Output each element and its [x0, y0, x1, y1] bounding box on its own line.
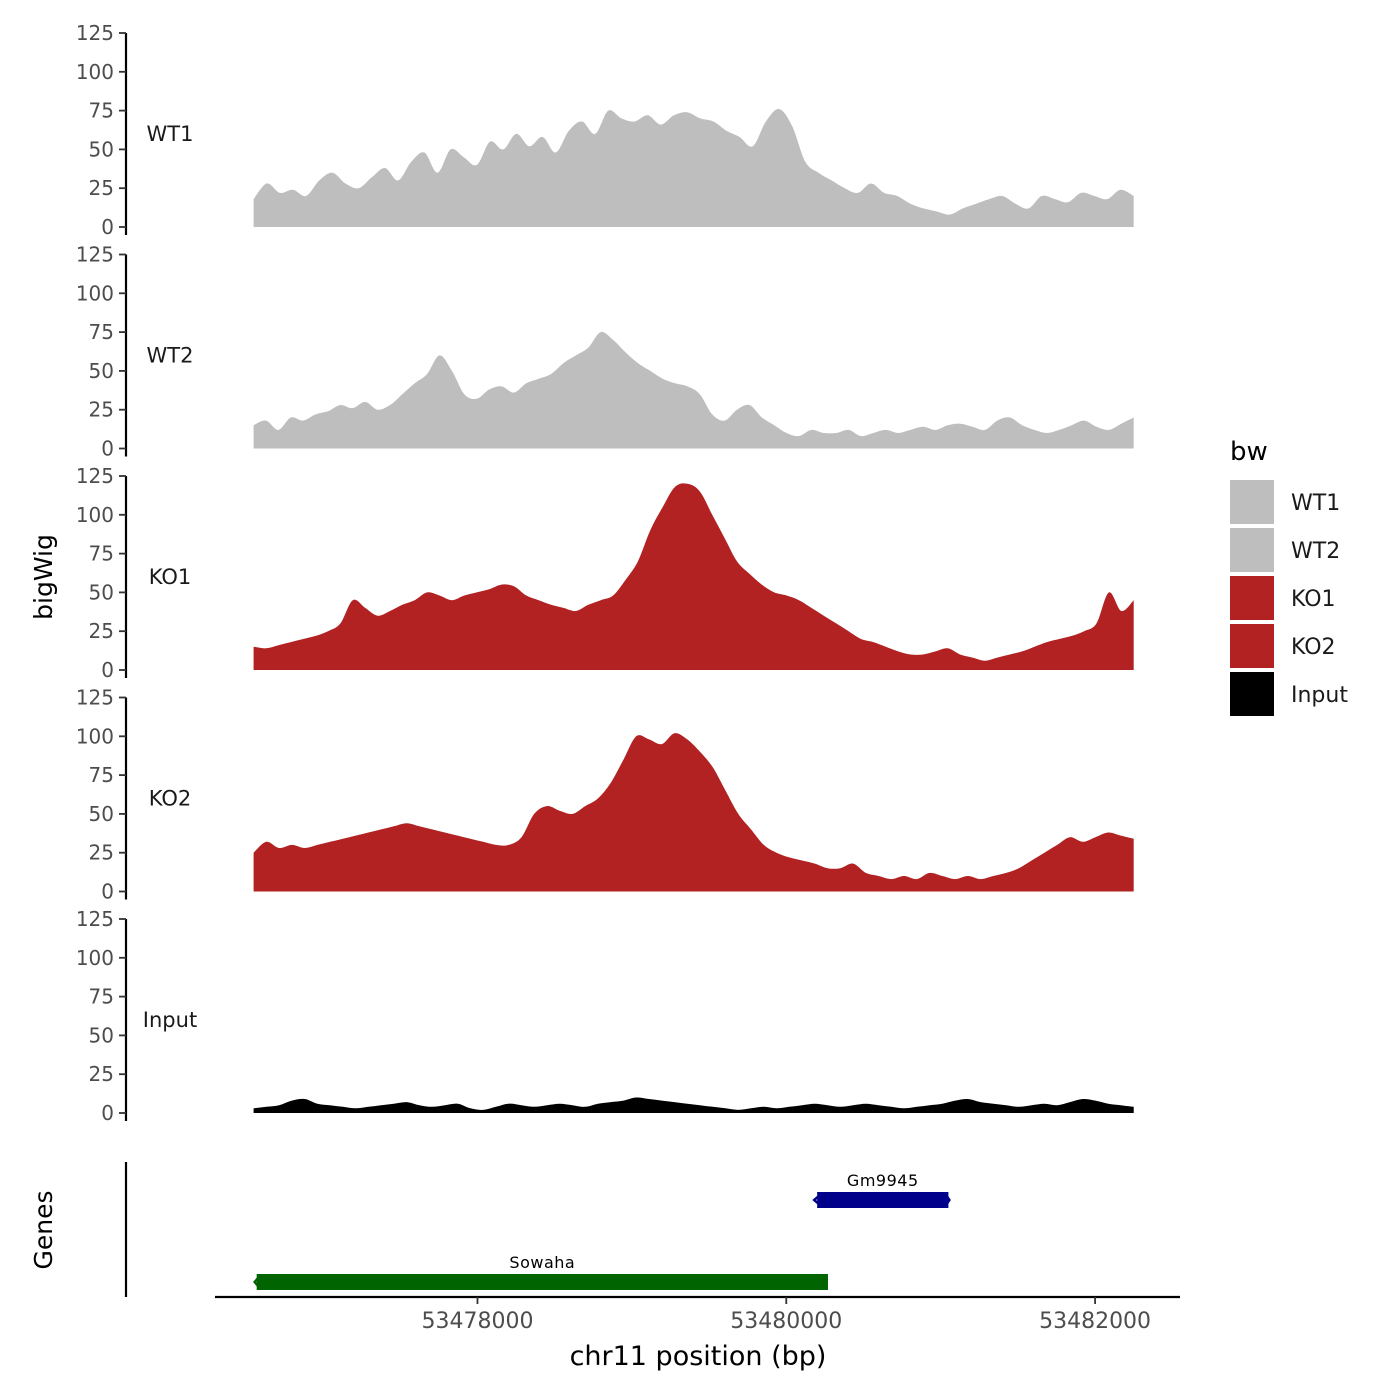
legend-item-wt2: WT2: [1230, 528, 1340, 572]
legend-title: bw: [1230, 437, 1268, 467]
strand-arrow: [812, 1193, 822, 1207]
y-tick-label: 0: [101, 1101, 114, 1125]
legend-label: WT1: [1291, 491, 1340, 516]
coverage-area-wt2: [253, 331, 1134, 449]
y-tick-label: 125: [76, 243, 114, 267]
legend-label: Input: [1291, 683, 1348, 708]
gene-label: Gm9945: [847, 1171, 919, 1190]
track-label: WT1: [147, 122, 194, 146]
y-tick-label: 75: [89, 99, 114, 123]
y-tick-label: 50: [89, 802, 114, 826]
track-wt2: 0 25 50 75 100 125 WT2: [76, 243, 1134, 461]
legend-swatch: [1230, 576, 1274, 620]
gene-label: Sowaha: [509, 1253, 575, 1272]
y-tick-label: 0: [101, 215, 114, 239]
y-tick-label: 100: [76, 60, 114, 84]
track-ko2: 0 25 50 75 100 125 KO2: [76, 686, 1134, 904]
x-tick-label: 53478000: [421, 1309, 533, 1334]
y-tick-label: 125: [76, 686, 114, 710]
genes-axis-label: Genes: [29, 1190, 58, 1269]
y-tick-label: 100: [76, 946, 114, 970]
legend-swatch: [1230, 624, 1274, 668]
legend-label: WT2: [1291, 539, 1340, 564]
y-tick-label: 25: [89, 841, 114, 865]
coverage-area-ko2: [253, 733, 1134, 892]
y-tick-label: 50: [89, 137, 114, 161]
track-ko1: 0 25 50 75 100 125 KO1: [76, 464, 1134, 682]
x-axis-label: chr11 position (bp): [570, 1341, 827, 1372]
x-tick-label: 53482000: [1039, 1309, 1151, 1334]
legend-swatch: [1230, 528, 1274, 572]
y-tick-label: 50: [89, 580, 114, 604]
legend-item-wt1: WT1: [1230, 480, 1340, 524]
track-input: 0 25 50 75 100 125 Input: [76, 907, 1134, 1125]
y-tick-label: 75: [89, 985, 114, 1009]
y-tick-label: 25: [89, 619, 114, 643]
y-tick-label: 0: [101, 880, 114, 904]
y-tick-label: 50: [89, 1023, 114, 1047]
x-tick-label: 53480000: [730, 1309, 842, 1334]
legend: bw WT1 WT2 KO1 KO2 Input: [1230, 437, 1348, 716]
y-tick-label: 125: [76, 21, 114, 45]
coverage-area-input: [253, 1097, 1134, 1113]
y-tick-label: 25: [89, 1062, 114, 1086]
legend-item-ko2: KO2: [1230, 624, 1336, 668]
legend-swatch: [1230, 672, 1274, 716]
legend-label: KO1: [1291, 587, 1336, 612]
track-wt1: 0 25 50 75 100 125 WT1: [76, 21, 1134, 239]
y-axis-label: bigWig: [29, 534, 58, 620]
y-tick-label: 0: [101, 437, 114, 461]
y-tick-label: 75: [89, 542, 114, 566]
y-tick-label: 75: [89, 763, 114, 787]
y-tick-label: 125: [76, 464, 114, 488]
track-label: KO2: [149, 787, 192, 811]
y-tick-label: 75: [89, 320, 114, 344]
y-tick-label: 100: [76, 281, 114, 305]
strand-arrow: [253, 1275, 261, 1289]
y-tick-label: 100: [76, 503, 114, 527]
gene-gm9945: Gm9945: [812, 1171, 951, 1208]
bigwig-tracks: 0 25 50 75 100 125 WT1 0 25 50 75 100 125 WT2 0 25 50 75 1…: [76, 21, 1134, 1125]
legend-swatch: [1230, 480, 1274, 524]
gene-body: [817, 1192, 949, 1208]
y-tick-label: 25: [89, 176, 114, 200]
legend-label: KO2: [1291, 635, 1336, 660]
legend-item-input: Input: [1230, 672, 1348, 716]
track-label: Input: [143, 1008, 197, 1032]
y-tick-label: 25: [89, 398, 114, 422]
gene-body: [256, 1274, 828, 1290]
legend-item-ko1: KO1: [1230, 576, 1336, 620]
gene-end-marker: [944, 1193, 951, 1207]
coverage-area-ko1: [253, 483, 1134, 670]
y-tick-label: 50: [89, 359, 114, 383]
y-tick-label: 100: [76, 724, 114, 748]
track-label: KO1: [149, 565, 192, 589]
x-axis: 53478000 53480000 53482000: [215, 1295, 1180, 1334]
genes-panel: Gm9945 Sowaha: [124, 1162, 951, 1297]
y-tick-label: 0: [101, 658, 114, 682]
track-label: WT2: [147, 344, 194, 368]
coverage-area-wt1: [253, 108, 1134, 227]
gene-sowaha: Sowaha: [253, 1253, 828, 1290]
y-tick-label: 125: [76, 907, 114, 931]
